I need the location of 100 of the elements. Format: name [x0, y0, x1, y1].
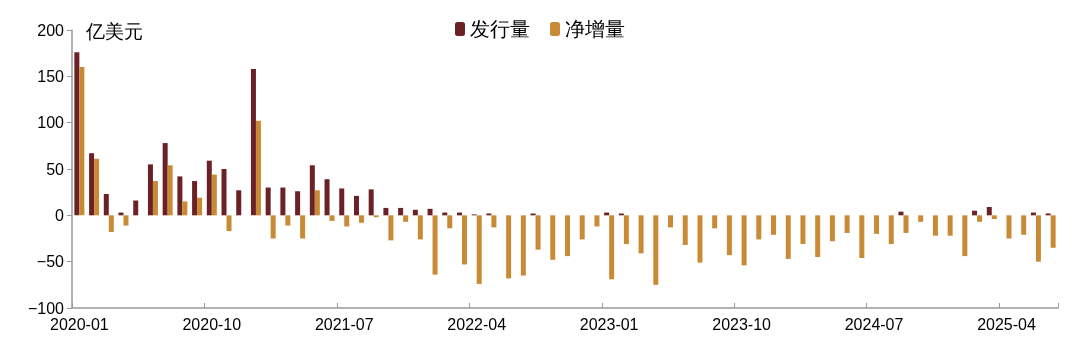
x-tick-label: 2020-10 [182, 315, 242, 333]
legend-label: 净增量 [565, 18, 625, 40]
bar [962, 215, 968, 257]
bar [844, 215, 850, 233]
bar [329, 215, 335, 221]
x-tick-label: 2021-07 [314, 315, 374, 333]
bar [829, 215, 835, 242]
bar [344, 215, 350, 227]
x-tick-label: 2022-04 [447, 315, 507, 333]
x-tick-label: 2025-04 [977, 315, 1036, 333]
bar [535, 215, 541, 250]
bar [712, 215, 718, 229]
y-tick-label: 50 [46, 160, 65, 178]
bar [255, 120, 261, 216]
bar [594, 215, 600, 227]
bar [89, 153, 95, 216]
bar [94, 158, 100, 216]
bar [417, 215, 423, 240]
legend-label: 发行量 [470, 18, 530, 40]
bar [903, 215, 909, 233]
bar [285, 215, 291, 226]
bar [226, 215, 232, 232]
bar [324, 179, 330, 216]
bar [162, 143, 168, 216]
x-tick-label: 2020-01 [50, 315, 109, 333]
bar [491, 215, 497, 228]
bar [398, 207, 404, 216]
bar [182, 201, 188, 216]
bar [756, 215, 762, 240]
bar [506, 215, 512, 279]
bar [815, 215, 821, 258]
bar [447, 215, 453, 229]
bar [741, 215, 747, 266]
bar [270, 215, 276, 239]
bar [771, 215, 777, 235]
y-axis-title: 亿美元 [85, 21, 143, 42]
bar [353, 195, 359, 216]
bar [108, 215, 114, 233]
x-tick-label: 2024-07 [844, 315, 904, 333]
bar [947, 215, 953, 236]
bar [103, 194, 109, 216]
bar [432, 215, 438, 275]
bar [800, 215, 806, 245]
bar [977, 215, 983, 222]
y-tick-label: 100 [37, 114, 65, 132]
bar [623, 215, 629, 245]
bar [682, 215, 688, 245]
bar [221, 169, 227, 216]
bar [74, 52, 80, 216]
bar [726, 215, 732, 256]
y-tick-label: 200 [37, 21, 65, 39]
bar [309, 165, 315, 216]
bar [250, 68, 256, 216]
bar [550, 215, 556, 260]
bar [609, 215, 615, 280]
bar [167, 165, 173, 216]
bar [358, 215, 364, 223]
x-tick-label: 2023-10 [712, 315, 772, 333]
bar [986, 206, 992, 216]
y-tick-label: −100 [27, 299, 65, 317]
bar [383, 207, 389, 216]
bar [565, 215, 570, 257]
bar [211, 174, 217, 216]
bar [859, 215, 865, 258]
bar [1050, 215, 1056, 248]
bar [388, 215, 394, 241]
bar [697, 215, 703, 263]
bar [918, 215, 924, 222]
bar [152, 181, 158, 216]
bar [192, 181, 198, 216]
bar [991, 215, 997, 220]
bar [427, 208, 433, 216]
bar [932, 215, 938, 236]
bar [236, 190, 242, 216]
y-tick-label: −50 [36, 253, 65, 271]
bar [874, 215, 880, 234]
bar [206, 160, 212, 216]
bar [295, 191, 301, 216]
bar [638, 215, 644, 254]
bar [368, 189, 374, 216]
bar [476, 215, 482, 284]
bar [197, 197, 203, 216]
bar [339, 188, 345, 216]
bar [520, 215, 526, 276]
bar [1035, 215, 1041, 262]
bar [300, 215, 306, 239]
bar [653, 215, 659, 285]
bar [1006, 215, 1012, 239]
bar [280, 187, 286, 216]
bar [123, 215, 129, 226]
bar [579, 215, 585, 240]
bar [147, 164, 153, 216]
bar [668, 215, 674, 228]
bar [1021, 215, 1027, 235]
x-tick-label: 2023-01 [579, 315, 639, 333]
y-tick-label: 150 [37, 67, 65, 85]
bar [461, 215, 467, 265]
bar [314, 190, 320, 216]
bar [79, 67, 85, 216]
bar [403, 215, 409, 222]
